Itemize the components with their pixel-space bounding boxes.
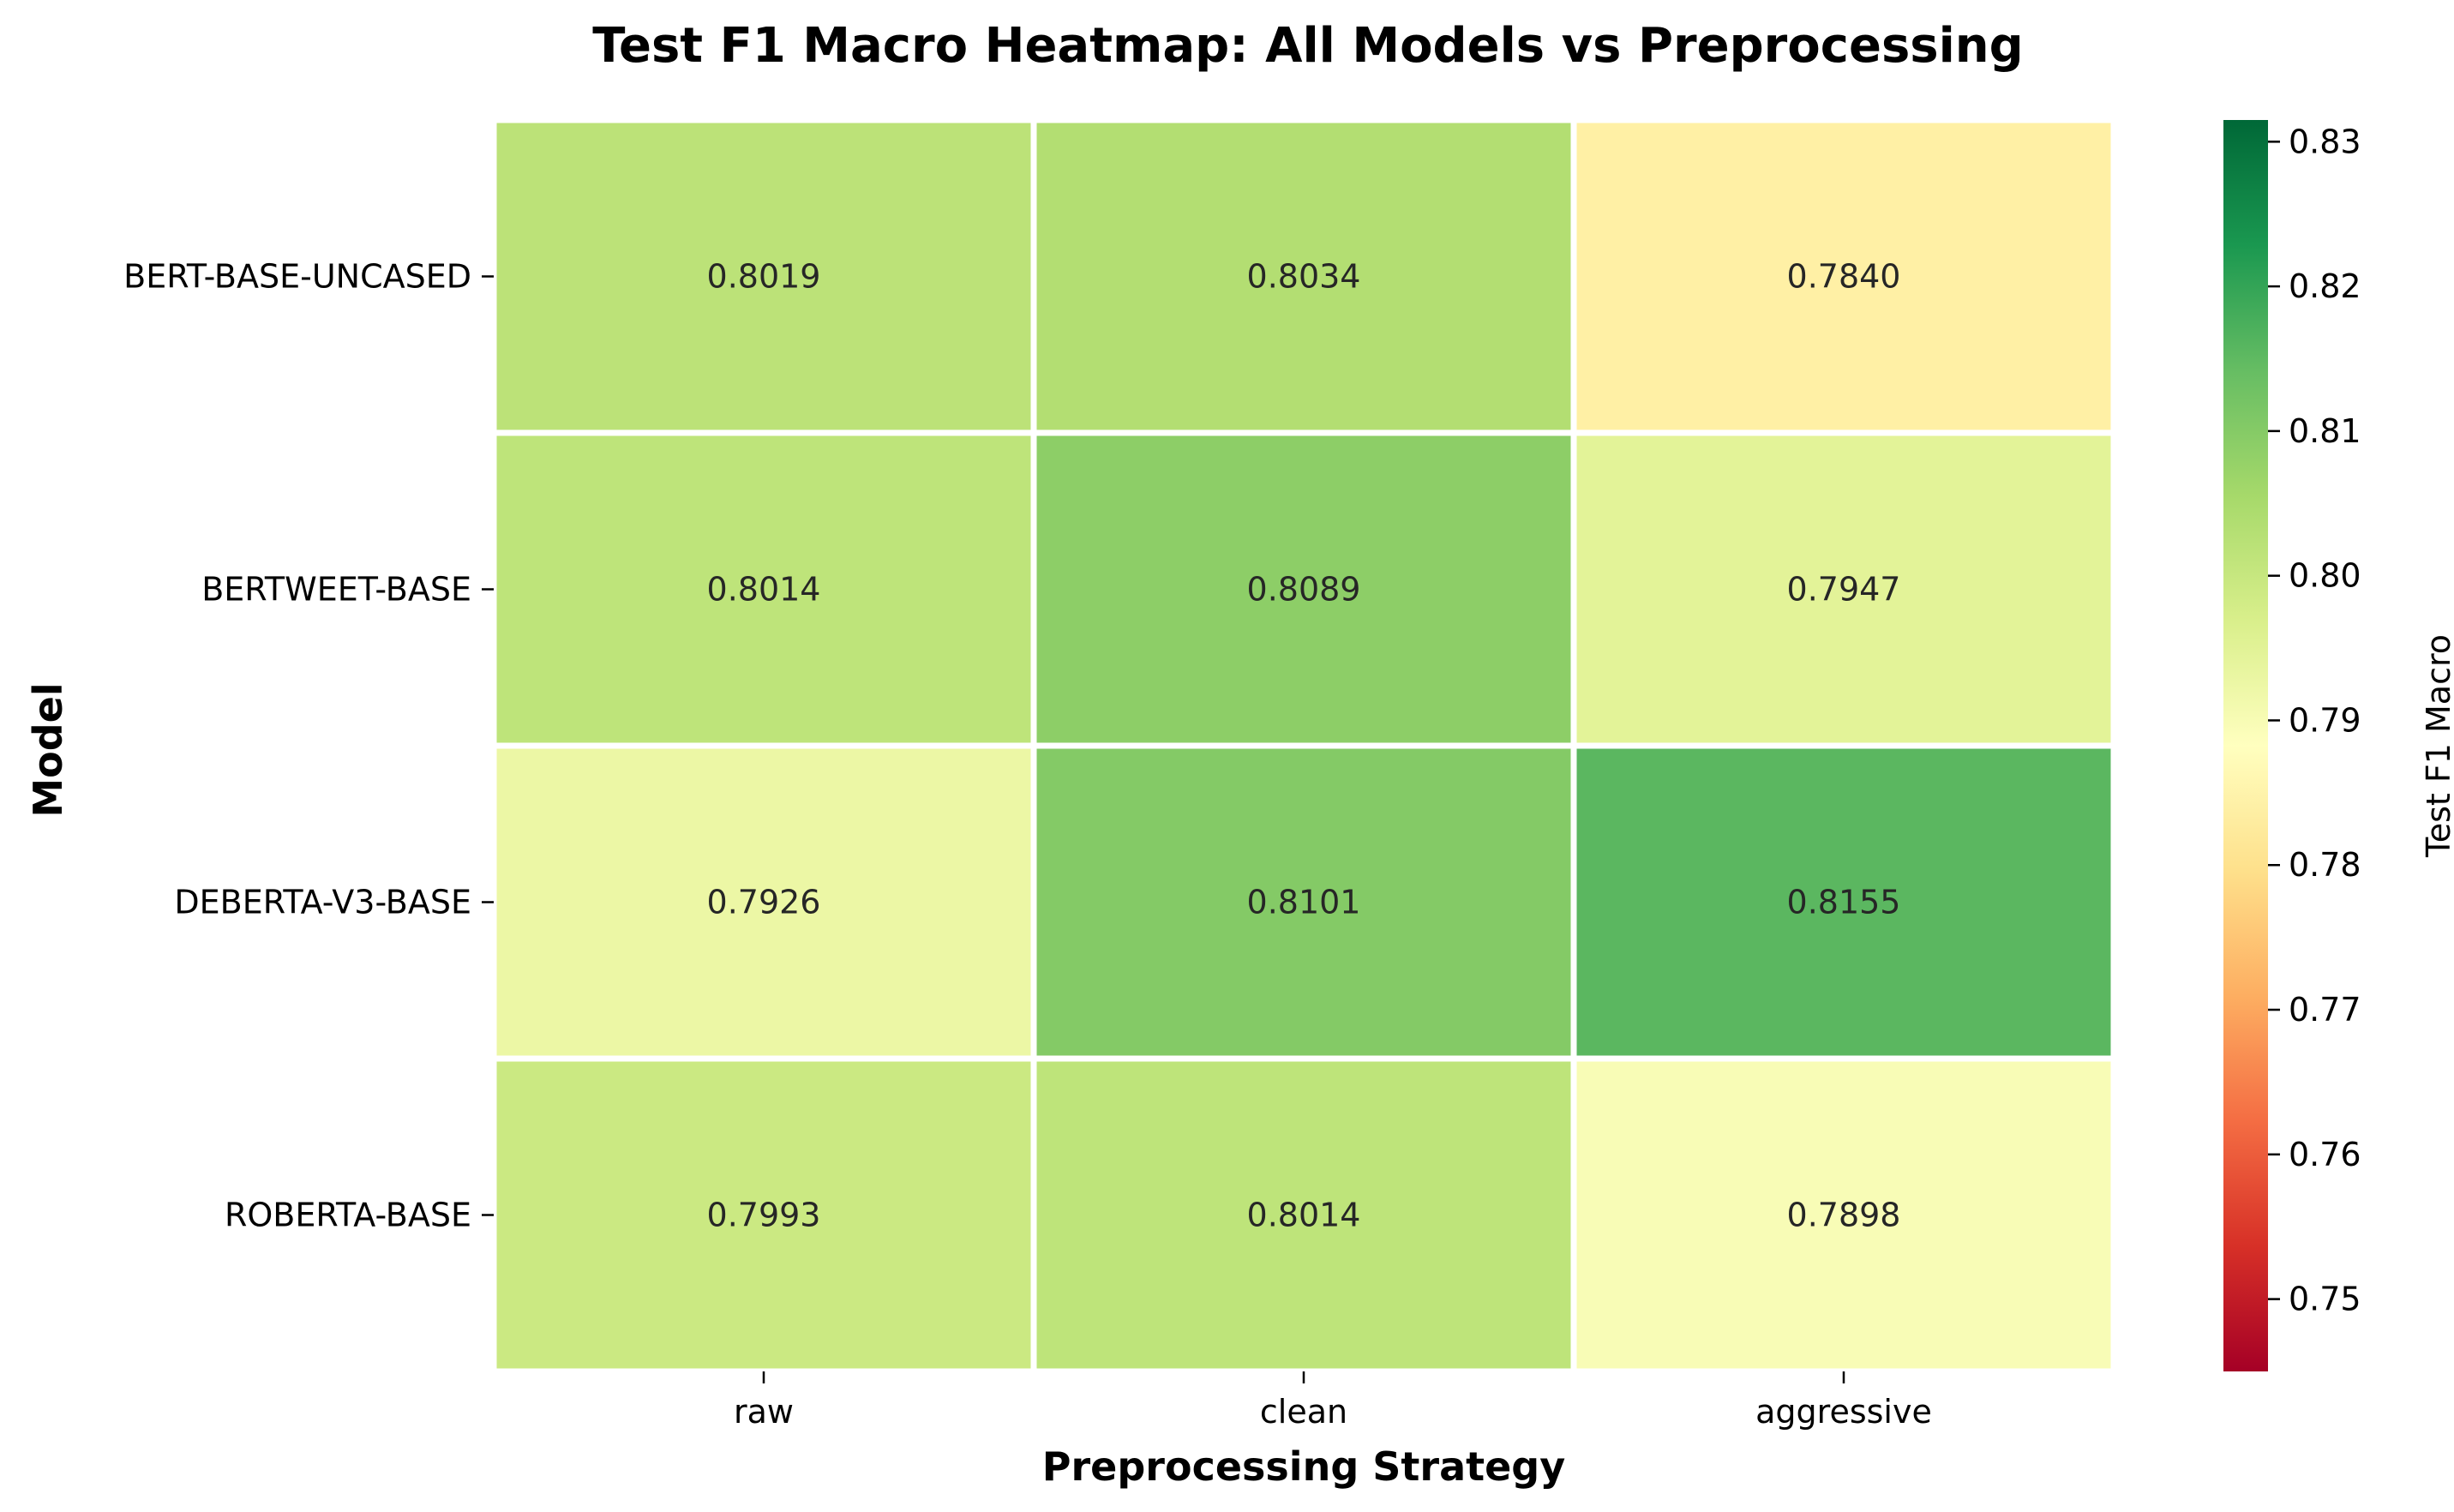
y-tick-label: ROBERTA-BASE [225, 1197, 471, 1234]
cell-value-label: 0.8014 [1247, 1197, 1361, 1234]
chart-title: Test F1 Macro Heatmap: All Models vs Pre… [592, 18, 2024, 74]
y-axis-title: Model [25, 682, 71, 817]
heatmap-cell [1030, 117, 1577, 436]
x-tick-label: raw [734, 1393, 794, 1431]
cell-value-label: 0.7898 [1787, 1197, 1901, 1234]
cell-value-label: 0.7926 [707, 884, 821, 921]
x-axis-ticks: raw clean aggressive [734, 1371, 1932, 1431]
cell-value-label: 0.7993 [707, 1197, 821, 1234]
heatmap-cell [1030, 742, 1577, 1062]
heatmap-cells [490, 117, 2117, 1375]
heatmap-cell-labels: 0.8019 0.8034 0.7840 0.8014 0.8089 0.7947 0.79… [707, 258, 1901, 1234]
heatmap-cell [490, 117, 1037, 436]
colorbar-tick-label: 0.76 [2289, 1136, 2361, 1173]
colorbar-tick-label: 0.81 [2289, 412, 2361, 450]
cell-value-label: 0.7840 [1787, 258, 1901, 296]
x-tick-label: aggressive [1755, 1393, 1932, 1431]
colorbar-tick-label: 0.83 [2289, 123, 2361, 160]
cell-value-label: 0.8014 [707, 571, 821, 609]
cell-value-label: 0.8101 [1247, 884, 1361, 921]
heatmap-cell [1570, 1055, 2117, 1375]
colorbar-tick-label: 0.79 [2289, 701, 2361, 739]
cell-value-label: 0.8155 [1787, 884, 1901, 921]
y-tick-label: DEBERTA-V3-BASE [174, 884, 471, 921]
colorbar-tick-label: 0.78 [2289, 846, 2361, 884]
colorbar [2223, 120, 2268, 1371]
cell-value-label: 0.8034 [1247, 258, 1361, 296]
heatmap-cell [490, 1055, 1037, 1375]
colorbar-tick-label: 0.80 [2289, 557, 2361, 595]
heatmap-cell [1570, 429, 2117, 749]
cell-value-label: 0.7947 [1787, 571, 1901, 609]
y-axis-ticks: BERT-BASE-UNCASED BERTWEET-BASE DEBERTA-V3… [123, 258, 494, 1234]
x-axis-title: Preprocessing Strategy [1042, 1443, 1565, 1490]
colorbar-tick-label: 0.77 [2289, 991, 2361, 1029]
cell-value-label: 0.8089 [1247, 571, 1361, 609]
heatmap-cell [490, 429, 1037, 749]
colorbar-tick-label: 0.75 [2289, 1281, 2361, 1318]
colorbar-ticks: 0.75 0.76 0.77 0.78 0.79 0.80 0.81 0.82 0.83 [2268, 123, 2361, 1318]
heatmap-cell [1570, 117, 2117, 436]
colorbar-label: Test F1 Macro [2420, 634, 2454, 858]
cell-value-label: 0.8019 [707, 258, 821, 296]
y-tick-label: BERTWEET-BASE [201, 571, 471, 609]
x-tick-label: clean [1260, 1393, 1347, 1431]
y-tick-label: BERT-BASE-UNCASED [123, 258, 471, 296]
colorbar-tick-label: 0.82 [2289, 267, 2361, 305]
